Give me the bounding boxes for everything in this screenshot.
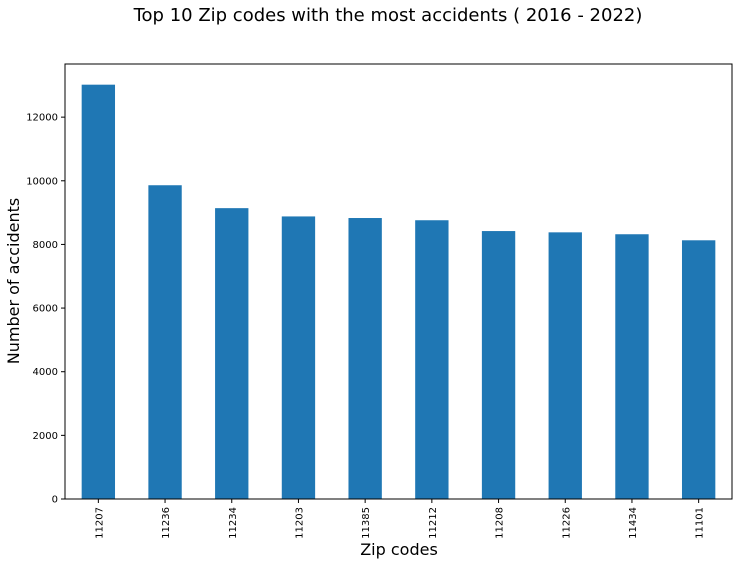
x-tick-label: 11208 [495, 507, 506, 539]
x-axis: 11207 11236 11234 11203 11385 11212 11208 11226… [94, 499, 706, 539]
y-tick-label: 0 [52, 495, 58, 506]
x-tick-label: 11203 [294, 507, 305, 539]
bars-group [81, 84, 716, 500]
bar-11212 [415, 220, 449, 500]
y-tick-label: 8000 [33, 240, 58, 251]
x-tick-label: 11101 [695, 507, 706, 539]
x-tick-label: 11212 [428, 507, 439, 539]
bar-11385 [348, 218, 382, 499]
y-tick-label: 4000 [33, 367, 58, 378]
chart-title: Top 10 Zip codes with the most accidents… [133, 5, 643, 26]
x-tick-label: 11234 [228, 507, 239, 539]
x-tick-label: 11434 [628, 507, 639, 539]
y-tick-label: 2000 [33, 431, 58, 442]
bar-11101 [681, 240, 716, 500]
y-axis-label: Number of accidents [4, 198, 23, 364]
y-tick-label: 12000 [26, 113, 58, 124]
bar-11226 [548, 232, 582, 499]
bar-11208 [481, 231, 516, 499]
bar-11234 [215, 208, 249, 499]
bar-11207 [81, 84, 116, 500]
x-tick-label: 11236 [161, 507, 172, 539]
y-axis: 0 2000 4000 6000 8000 10000 12000 [26, 113, 65, 506]
bar-11236 [148, 185, 182, 500]
x-axis-label: Zip codes [360, 540, 438, 559]
bar-11434 [615, 234, 649, 499]
x-tick-label: 11385 [361, 507, 372, 539]
bar-11203 [281, 216, 316, 499]
x-tick-label: 11207 [94, 507, 105, 539]
y-tick-label: 10000 [26, 176, 58, 187]
y-tick-label: 6000 [33, 304, 58, 315]
plot-frame [64, 63, 733, 500]
x-tick-label: 11226 [561, 507, 572, 539]
